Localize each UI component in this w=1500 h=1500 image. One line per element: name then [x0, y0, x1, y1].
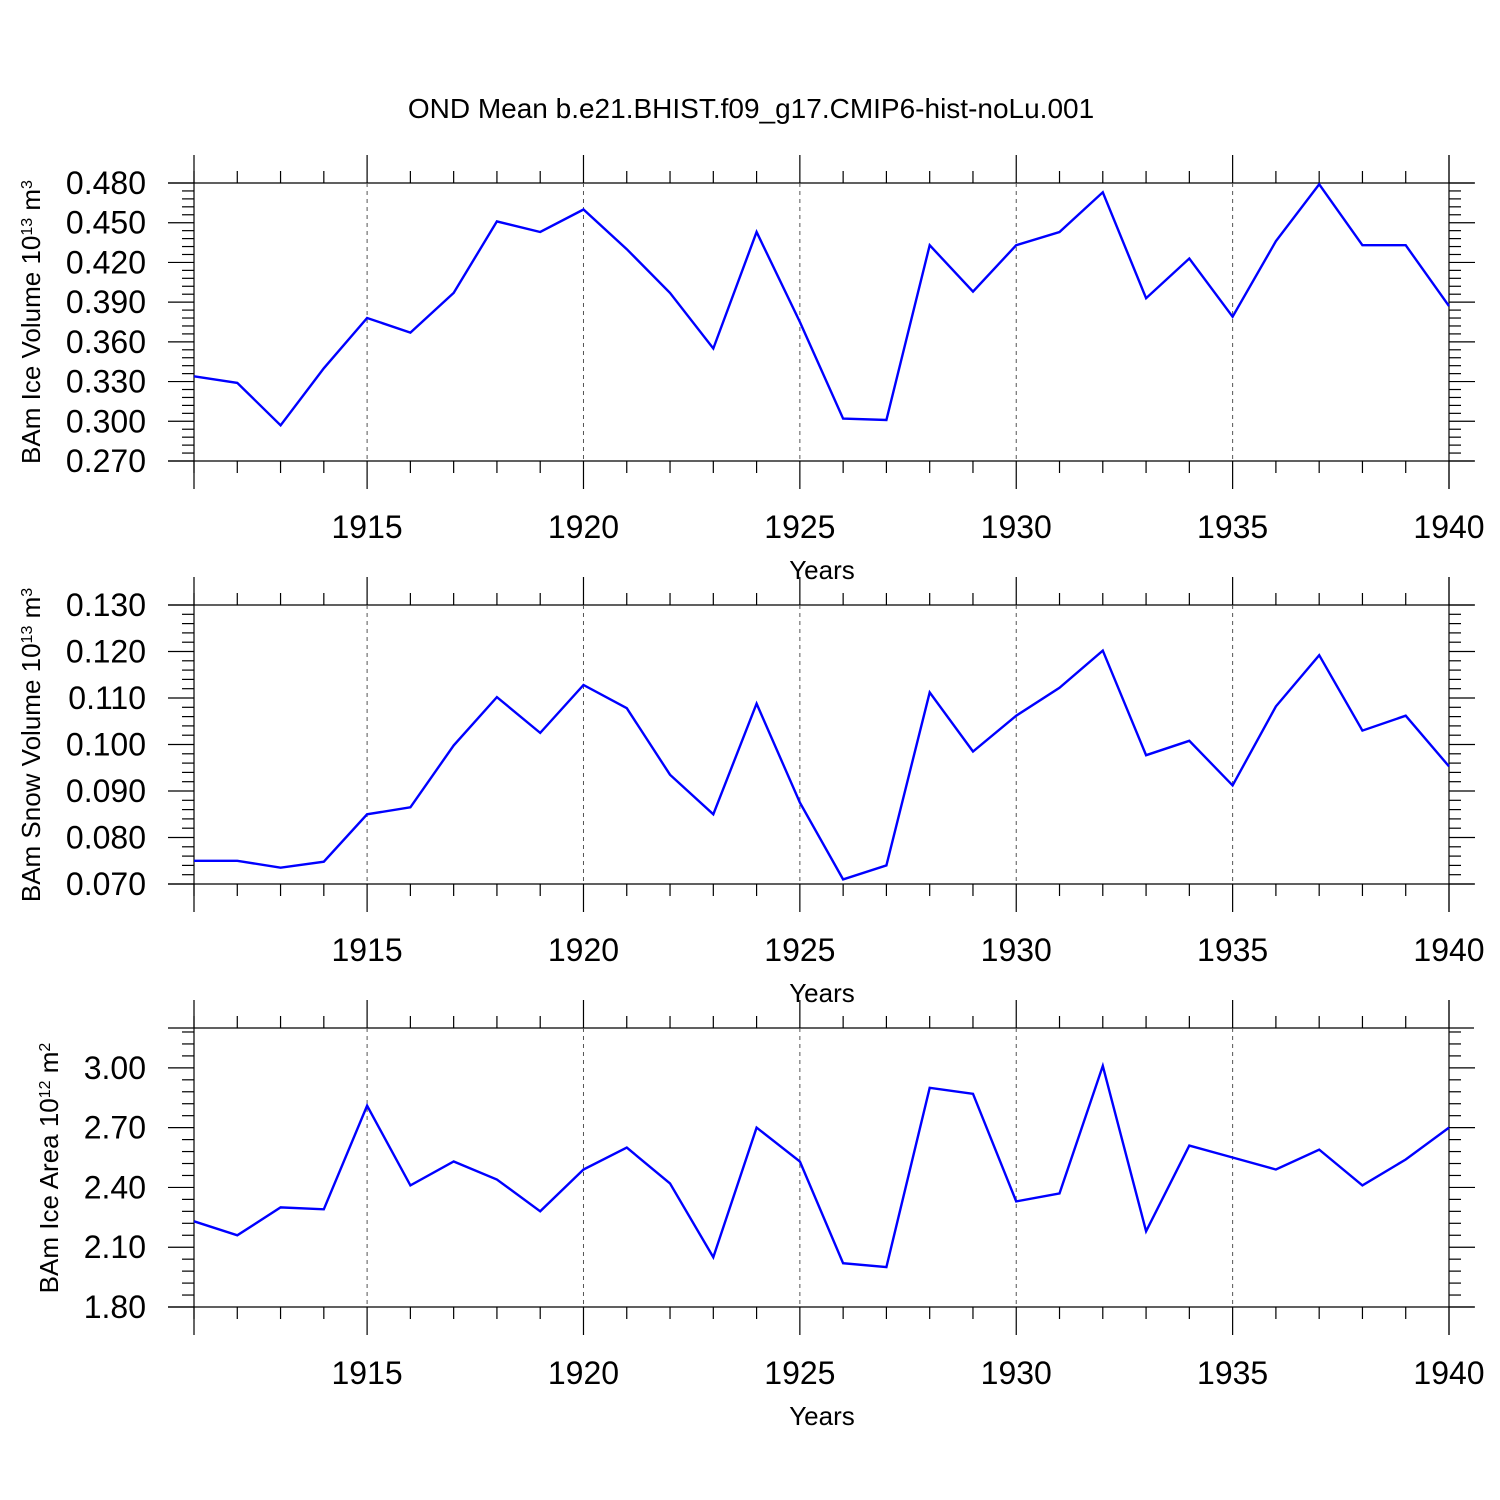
y-tick-label: 0.080 — [66, 820, 146, 856]
y-axis-label: BAm Ice Area 1012 m2 — [34, 1043, 64, 1294]
x-tick-label: 1915 — [332, 932, 403, 968]
y-tick-label: 0.110 — [68, 680, 146, 716]
y-tick-label: 0.420 — [66, 244, 146, 280]
y-axis-label: BAm Snow Volume 1013 m3 — [16, 588, 46, 902]
y-tick-label: 2.10 — [84, 1229, 146, 1265]
x-tick-label: 1920 — [548, 509, 619, 545]
x-axis-label: Years — [789, 1401, 855, 1431]
y-tick-label: 0.360 — [66, 324, 146, 360]
y-axis-label: BAm Ice Volume 1013 m3 — [16, 180, 46, 464]
x-tick-label: 1925 — [764, 932, 835, 968]
x-tick-label: 1915 — [332, 509, 403, 545]
x-tick-label: 1940 — [1413, 932, 1484, 968]
series-line-1 — [194, 648, 1450, 881]
y-tick-label: 0.090 — [66, 773, 146, 809]
y-tick-label: 1.80 — [84, 1289, 146, 1325]
x-tick-label: 1940 — [1413, 1355, 1484, 1391]
x-tick-label: 1940 — [1413, 509, 1484, 545]
y-tick-label: 0.390 — [66, 284, 146, 320]
x-tick-label: 1935 — [1197, 932, 1268, 968]
series-line-1 — [193, 182, 1450, 428]
x-tick-label: 1920 — [548, 932, 619, 968]
series-line-1 — [193, 1061, 1450, 1269]
x-tick-label: 1925 — [764, 1355, 835, 1391]
chart-panel-3: 1915 1920 1925 1930 1935 1940 1.80 2.10 2.40 2.70… — [34, 1000, 1485, 1431]
y-tick-label: 2.70 — [84, 1110, 146, 1146]
y-tick-label: 3.00 — [84, 1050, 146, 1086]
figure-title: OND Mean b.e21.BHIST.f09_g17.CMIP6-hist-… — [408, 93, 1094, 124]
y-tick-label: 0.480 — [66, 165, 146, 201]
x-axis-label: Years — [789, 555, 855, 585]
x-tick-label: 1930 — [981, 932, 1052, 968]
y-tick-label: 0.270 — [66, 443, 146, 479]
y-tick-label: 0.120 — [66, 634, 146, 670]
y-tick-label: 0.070 — [66, 866, 146, 902]
y-tick-label: 0.330 — [66, 364, 146, 400]
x-tick-label: 1915 — [332, 1355, 403, 1391]
y-tick-label: 2.40 — [84, 1169, 146, 1205]
x-tick-label: 1925 — [764, 509, 835, 545]
y-tick-label: 0.300 — [66, 403, 146, 439]
y-tick-label: 0.450 — [66, 205, 146, 241]
x-tick-label: 1935 — [1197, 1355, 1268, 1391]
x-tick-label: 1920 — [548, 1355, 619, 1391]
y-tick-label: 0.130 — [66, 587, 146, 623]
x-axis-label: Years — [789, 978, 855, 1008]
x-tick-label: 1930 — [981, 509, 1052, 545]
x-tick-label: 1930 — [981, 1355, 1052, 1391]
x-tick-label: 1935 — [1197, 509, 1268, 545]
y-tick-label: 0.100 — [66, 727, 146, 763]
chart-panel-2: 1915 1920 1925 1930 1935 1940 0.070 0.080 0.090 0… — [16, 577, 1485, 1008]
